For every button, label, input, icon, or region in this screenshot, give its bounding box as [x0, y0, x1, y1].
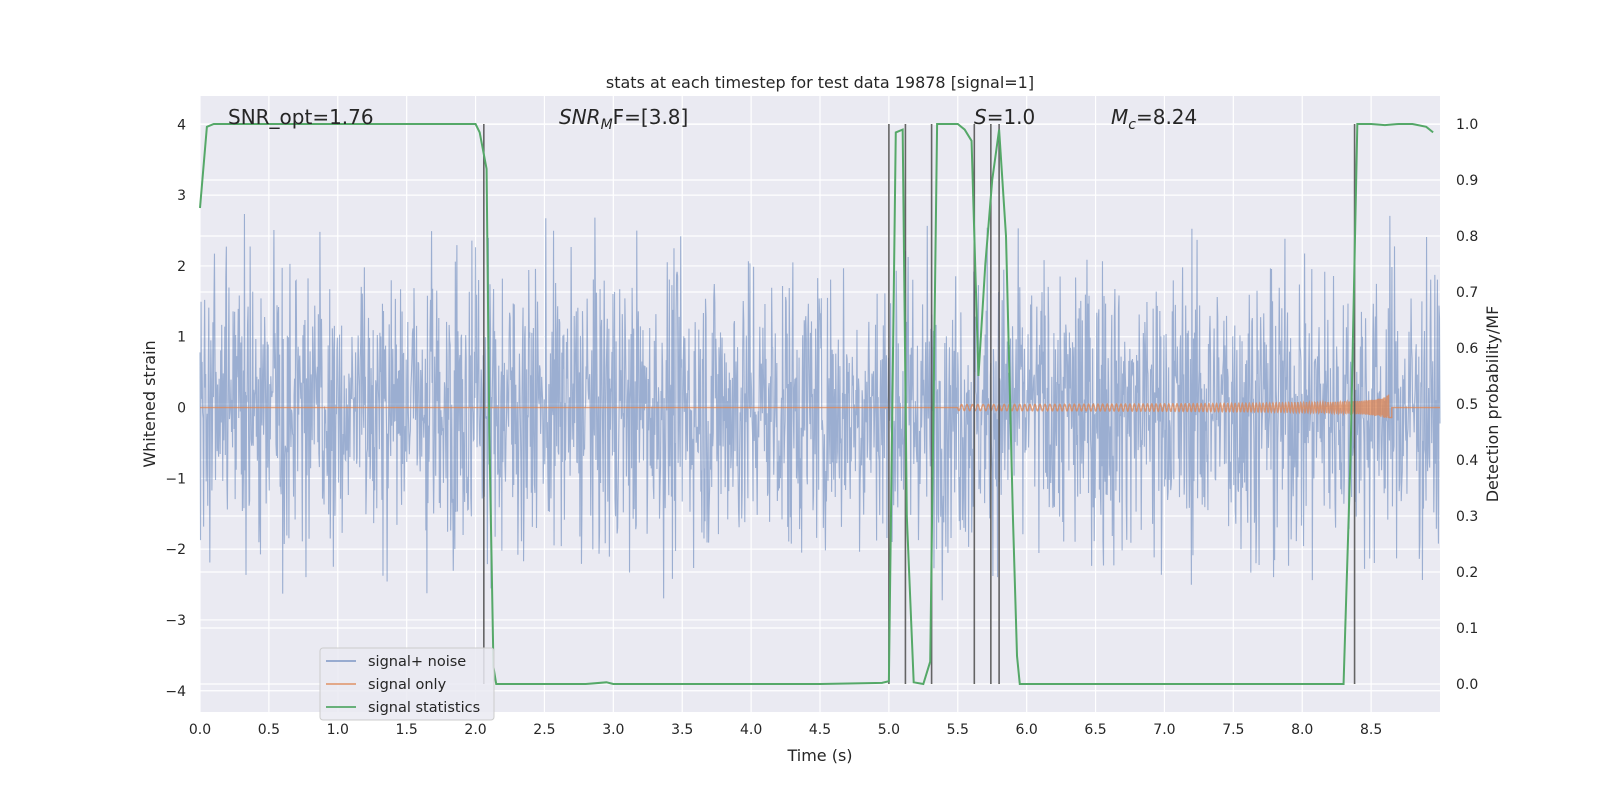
x-tick-label: 8.0	[1291, 722, 1313, 738]
signal-series	[200, 394, 1440, 419]
y-tick-label: −1	[165, 471, 186, 487]
y-axis-right-label: Detection probability/MF	[1483, 306, 1502, 503]
x-tick-label: 0.0	[189, 722, 211, 738]
x-tick-label: 3.0	[602, 722, 624, 738]
signal-noise-line	[199, 213, 1441, 601]
annotation-mc: Mc=8.24	[1111, 105, 1197, 133]
x-tick-label: 2.5	[533, 722, 555, 738]
right-y-tick-label: 0.6	[1456, 341, 1478, 357]
legend-label-signal-statistics: signal statistics	[368, 700, 480, 716]
right-y-tick-label: 0.8	[1456, 229, 1478, 245]
x-tick-label: 1.0	[327, 722, 349, 738]
x-tick-label: 7.5	[1222, 722, 1244, 738]
x-tick-label: 3.5	[671, 722, 693, 738]
legend-box	[319, 647, 495, 721]
y-tick-label: 4	[177, 117, 186, 133]
y-axis-label: Whitened strain	[140, 340, 159, 467]
x-tick-label: 6.5	[1084, 722, 1106, 738]
y-tick-label: 0	[177, 401, 186, 417]
x-tick-label: 4.0	[740, 722, 762, 738]
noise-series	[199, 213, 1441, 601]
right-y-tick-label: 0.2	[1456, 565, 1478, 581]
x-tick-label: 6.0	[1016, 722, 1038, 738]
signal-only-line	[200, 394, 1440, 419]
right-y-tick-label: 0.0	[1456, 677, 1478, 693]
x-tick-label: 7.0	[1153, 722, 1175, 738]
y-tick-label: −2	[165, 542, 186, 558]
y-tick-label: −4	[165, 684, 186, 700]
right-y-tick-label: 0.3	[1456, 509, 1478, 525]
y-tick-label: 1	[177, 330, 186, 346]
x-tick-label: 8.5	[1360, 722, 1382, 738]
x-axis-label: Time (s)	[786, 746, 852, 765]
annotation-s: S=1.0	[974, 105, 1035, 129]
x-tick-label: 2.0	[464, 722, 486, 738]
y-tick-label: 3	[177, 188, 186, 204]
legend-label-signal-only: signal only	[368, 677, 447, 693]
right-y-tick-label: 0.9	[1456, 173, 1478, 189]
x-tick-label: 5.5	[947, 722, 969, 738]
annotation-snr-mf: SNRMF=[3.8]	[559, 105, 688, 133]
x-tick-label: 5.0	[878, 722, 900, 738]
ticks: 0.0 0.5 1.0 1.5 2.0 2.5 3.0 3.5 4.0 4.5 5.0 5.5 6.0 6…	[165, 117, 1478, 738]
x-tick-label: 1.5	[396, 722, 418, 738]
signal-statistics-line	[199, 123, 1434, 686]
x-tick-label: 4.5	[809, 722, 831, 738]
annotation-snr-opt: SNR_opt=1.76	[228, 105, 374, 129]
y-tick-label: 2	[177, 259, 186, 275]
right-y-tick-label: 0.4	[1456, 453, 1478, 469]
right-y-tick-label: 0.1	[1456, 621, 1478, 637]
y-tick-label: −3	[165, 613, 186, 629]
x-tick-label: 0.5	[258, 722, 280, 738]
right-y-tick-label: 0.7	[1456, 285, 1478, 301]
legend: signal+ noise signal only signal statist…	[319, 647, 495, 721]
chart-title: stats at each timestep for test data 198…	[606, 73, 1034, 92]
legend-label-signal-noise: signal+ noise	[368, 654, 466, 670]
right-y-tick-label: 1.0	[1456, 117, 1478, 133]
statistics-series	[199, 123, 1434, 686]
right-y-tick-label: 0.5	[1456, 397, 1478, 413]
